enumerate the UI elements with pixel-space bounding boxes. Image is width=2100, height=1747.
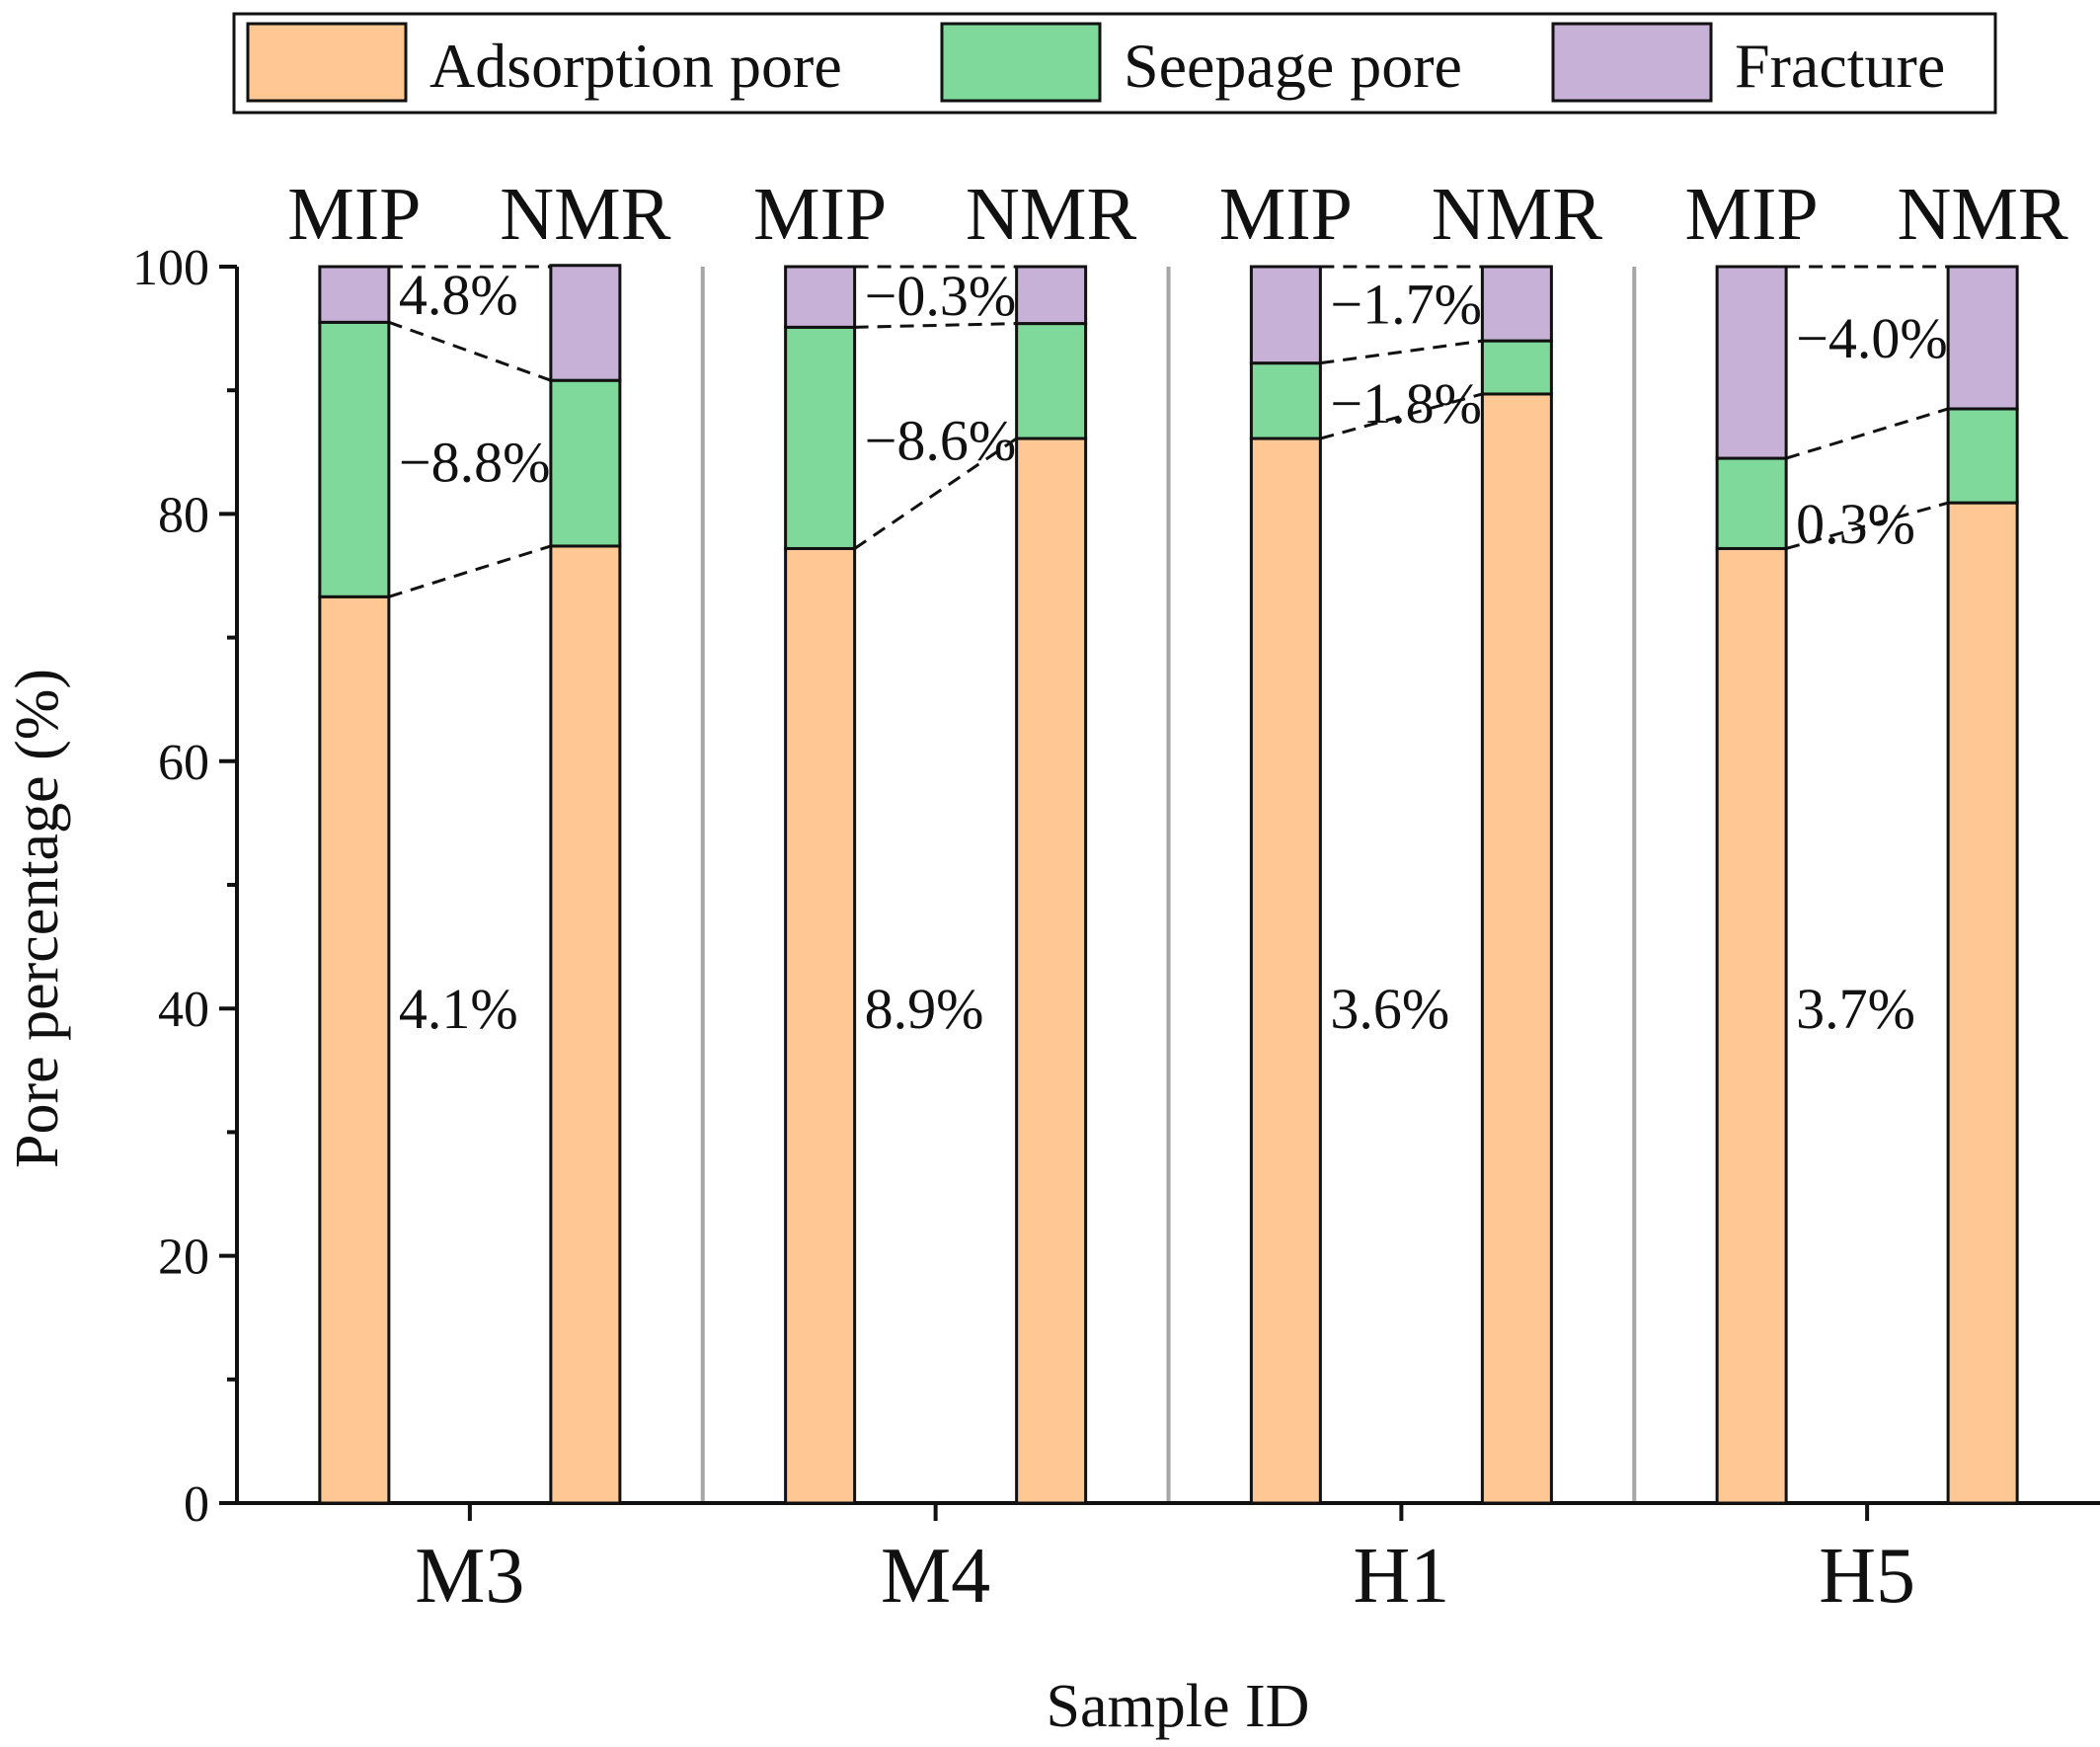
method-label-nmr: NMR (1432, 173, 1602, 256)
y-tick-label: 40 (158, 982, 209, 1038)
connector-seepage-top (854, 322, 1017, 329)
annotation-seepage-diff: −1.8% (1330, 371, 1482, 436)
connector-seepage-top (388, 320, 552, 382)
y-tick-label: 0 (184, 1476, 209, 1533)
legend: Adsorption pore Seepage pore Fracture (232, 12, 1997, 115)
legend-swatch-adsorption (246, 22, 408, 103)
bar-m3-mip-fracture (318, 265, 391, 324)
annotation-seepage-diff: −8.6% (865, 408, 1017, 472)
legend-swatch-seepage (940, 22, 1102, 103)
annotation-fracture-diff: −4.0% (1796, 306, 1948, 370)
x-tick-label-h5: H5 (1819, 1533, 1915, 1620)
annotation-seepage-diff: −8.8% (399, 430, 551, 494)
method-label-mip: MIP (753, 173, 887, 256)
y-axis-title: Pore percentage (%) (4, 669, 71, 1168)
bar-h5-nmr-adsorption-pore (1946, 501, 2019, 1505)
bar-h1-nmr-seepage-pore (1480, 339, 1553, 396)
legend-label-fracture: Fracture (1735, 31, 1945, 101)
legend-label-seepage: Seepage pore (1124, 31, 1462, 101)
method-label-mip: MIP (1219, 173, 1353, 256)
plot-area: 0 20 40 60 80 100 M3 MIP NMR 4.8% −8.8% 4.1% M4 MIP NM… (132, 173, 2100, 1620)
bar-m3-nmr-fracture (549, 264, 622, 382)
bar-m4-nmr-seepage-pore (1015, 322, 1088, 440)
x-axis-title: Sample ID (1047, 1673, 1310, 1740)
bar-h5-mip-adsorption-pore (1715, 546, 1788, 1505)
bar-h1-mip-seepage-pore (1249, 361, 1322, 440)
bar-m3-nmr-seepage-pore (549, 378, 622, 548)
annotation-adsorption-diff: 4.1% (399, 977, 518, 1041)
y-tick-label: 80 (158, 487, 209, 543)
bar-h1-nmr-fracture (1480, 265, 1553, 343)
bar-m3-mip-seepage-pore (318, 320, 391, 598)
legend-label-adsorption: Adsorption pore (429, 31, 842, 101)
connector-adsorption-top (388, 544, 552, 598)
bar-h1-mip-adsorption-pore (1249, 437, 1322, 1505)
y-tick-label: 20 (158, 1230, 209, 1286)
bar-m4-nmr-adsorption-pore (1015, 437, 1088, 1505)
annotation-fracture-diff: −1.7% (1330, 273, 1482, 337)
x-tick-label-m4: M4 (881, 1533, 990, 1620)
bar-m3-nmr-adsorption-pore (549, 544, 622, 1505)
bar-m4-mip-fracture (784, 265, 857, 329)
bar-m4-nmr-fracture (1015, 265, 1088, 326)
bar-h5-mip-fracture (1715, 265, 1788, 460)
method-label-nmr: NMR (1898, 173, 2068, 256)
annotation-seepage-diff: 0.3% (1796, 492, 1915, 556)
bar-m4-mip-adsorption-pore (784, 546, 857, 1505)
bar-m3-mip-adsorption-pore (318, 595, 391, 1505)
connector-adsorption-top (853, 437, 1018, 550)
y-tick-label: 100 (132, 240, 209, 296)
bar-h5-mip-seepage-pore (1715, 456, 1788, 550)
bar-h5-nmr-seepage-pore (1946, 407, 2019, 505)
connector-seepage-top (1785, 407, 1949, 460)
bar-h1-mip-fracture (1249, 265, 1322, 365)
bar-h5-nmr-fracture (1946, 265, 2019, 411)
connector-adsorption-top (1319, 392, 1483, 440)
annotation-fracture-diff: −0.3% (865, 264, 1017, 328)
annotation-adsorption-diff: 3.6% (1330, 977, 1449, 1041)
bar-h1-nmr-adsorption-pore (1480, 392, 1553, 1505)
method-label-mip: MIP (287, 173, 421, 256)
annotation-fracture-diff: 4.8% (399, 263, 518, 327)
method-label-nmr: NMR (966, 173, 1136, 256)
y-tick-label: 60 (158, 735, 209, 791)
bar-m4-mip-seepage-pore (784, 325, 857, 550)
legend-swatch-fracture (1551, 22, 1713, 103)
x-tick-label-m3: M3 (415, 1533, 524, 1620)
connector-adsorption-top (1785, 501, 1949, 550)
annotation-adsorption-diff: 8.9% (865, 977, 984, 1041)
annotation-adsorption-diff: 3.7% (1796, 977, 1915, 1041)
method-label-mip: MIP (1685, 173, 1819, 256)
x-tick-label-h1: H1 (1353, 1533, 1449, 1620)
method-label-nmr: NMR (500, 173, 670, 256)
connector-seepage-top (1320, 339, 1483, 365)
